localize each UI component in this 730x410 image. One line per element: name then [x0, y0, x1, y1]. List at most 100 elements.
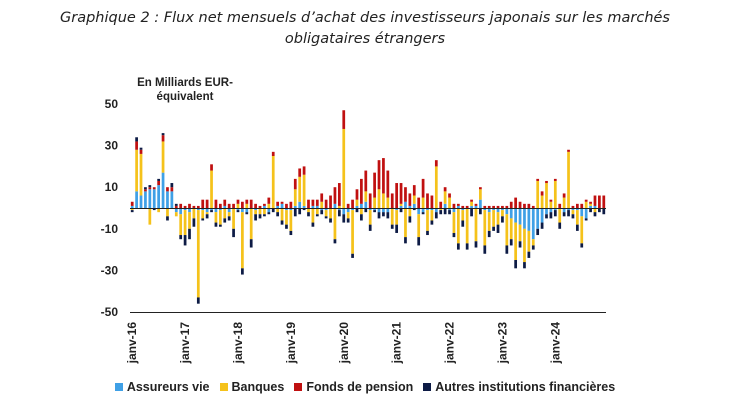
- bar-segment-fonds_pension: [161, 135, 165, 142]
- bar-segment-assureurs_vie: [589, 205, 592, 208]
- x-tick-label: janv-17: [178, 322, 192, 365]
- bar-segment-banques: [448, 197, 451, 208]
- bar-segment-banques: [575, 210, 579, 225]
- bar-segment-banques: [452, 212, 456, 233]
- x-tick-label: janv-19: [284, 322, 298, 365]
- x-tick-label: janv-20: [337, 322, 351, 365]
- bar-segment-fonds_pension: [355, 189, 359, 200]
- bar-segment-fonds_pension: [188, 203, 191, 208]
- bar-segment-fonds_pension: [157, 180, 161, 186]
- bar-segment-autres: [456, 243, 460, 250]
- bar-segment-banques: [514, 222, 518, 260]
- bar-segment-fonds_pension: [223, 199, 227, 206]
- bar-segment-banques: [307, 208, 310, 213]
- bar-segment-autres: [567, 210, 570, 217]
- bar-segment-assureurs_vie: [430, 208, 434, 211]
- bar-segment-fonds_pension: [302, 166, 306, 175]
- bar-segment-autres: [360, 214, 363, 221]
- bar-segment-fonds_pension: [298, 168, 302, 177]
- bar-segment-autres: [166, 216, 169, 221]
- bar-segment-autres: [342, 214, 346, 223]
- bar-segment-assureurs_vie: [509, 208, 513, 219]
- bar-segment-fonds_pension: [509, 201, 513, 208]
- bar-segment-banques: [192, 208, 196, 219]
- y-axis-label-line1: En Milliards EUR-: [137, 77, 233, 89]
- bar-segment-fonds_pension: [333, 187, 337, 204]
- bar-segment-autres: [245, 212, 249, 215]
- bar-segment-assureurs_vie: [245, 208, 249, 213]
- bar-segment-autres: [196, 297, 200, 304]
- bar-segment-assureurs_vie: [412, 203, 416, 208]
- bar-segment-autres: [558, 222, 562, 229]
- bar-segment-fonds_pension: [232, 203, 235, 208]
- bar-segment-fonds_pension: [452, 203, 456, 208]
- bar-segment-autres: [408, 216, 412, 223]
- bar-segment-fonds_pension: [377, 160, 381, 190]
- legend-swatch-fonds-pension: [294, 383, 303, 391]
- bar-segment-autres: [152, 208, 156, 211]
- bar-segment-fonds_pension: [245, 199, 249, 204]
- bar-segment-autres: [536, 228, 540, 236]
- bar-segment-assureurs_vie: [514, 208, 518, 223]
- bar-segment-autres: [285, 224, 288, 229]
- legend: Assureurs vie Banques Fonds de pension A…: [0, 378, 730, 396]
- bar-segment-autres: [293, 208, 297, 217]
- y-tick-label: 10: [105, 180, 119, 194]
- legend-item-autres: Autres institutions financières: [423, 380, 615, 394]
- bar-segment-autres: [399, 208, 403, 213]
- bar-segment-fonds_pension: [399, 183, 403, 204]
- bar-segment-fonds_pension: [408, 193, 412, 206]
- bar-segment-autres: [439, 210, 443, 215]
- bar-segment-fonds_pension: [174, 205, 178, 208]
- bar-segment-assureurs_vie: [364, 201, 368, 208]
- bar-segment-assureurs_vie: [355, 205, 359, 208]
- bar-segment-fonds_pension: [567, 149, 570, 152]
- bar-segment-autres: [571, 214, 575, 219]
- bar-segment-banques: [382, 193, 385, 208]
- bar-segment-fonds_pension: [496, 205, 500, 208]
- bar-segment-fonds_pension: [139, 149, 143, 154]
- bar-segment-autres: [271, 208, 275, 213]
- bar-segment-banques: [386, 197, 390, 208]
- bar-segment-autres: [144, 187, 147, 190]
- bar-segment-banques: [426, 210, 429, 231]
- legend-swatch-assureurs-vie: [114, 383, 123, 391]
- bar-segment-autres: [130, 210, 134, 213]
- bar-segment-autres: [404, 237, 407, 244]
- bar-segment-banques: [408, 208, 412, 217]
- bar-segment-autres: [540, 222, 544, 229]
- bar-segment-assureurs_vie: [540, 208, 544, 223]
- bar-segment-fonds_pension: [337, 183, 341, 206]
- y-tick-label: 50: [105, 97, 119, 111]
- bar-segment-fonds_pension: [382, 158, 385, 194]
- x-tick-label: janv-22: [443, 322, 457, 365]
- bar-segment-banques: [443, 191, 447, 204]
- bar-segment-assureurs_vie: [302, 205, 306, 208]
- bar-segment-banques: [584, 201, 588, 208]
- bar-segment-banques: [417, 214, 421, 238]
- bar-segment-assureurs_vie: [139, 195, 143, 208]
- bar-segment-assureurs_vie: [223, 205, 227, 208]
- bar-segment-fonds_pension: [531, 205, 535, 208]
- bar-segment-fonds_pension: [311, 199, 315, 206]
- bar-segment-autres: [461, 220, 465, 227]
- bar-segment-assureurs_vie: [342, 208, 346, 215]
- bar-segment-autres: [417, 237, 421, 246]
- bar-segment-autres: [364, 208, 368, 213]
- bar-segment-banques: [373, 197, 376, 208]
- bar-segment-assureurs_vie: [170, 191, 174, 208]
- bar-segment-banques: [205, 212, 209, 215]
- bar-segment-fonds_pension: [254, 203, 257, 208]
- bar-segment-fonds_pension: [430, 195, 434, 208]
- bar-segment-autres: [179, 235, 183, 240]
- bar-segment-banques: [421, 197, 425, 208]
- bar-segment-autres: [589, 208, 592, 213]
- bar-segment-autres: [382, 212, 385, 217]
- bar-segment-fonds_pension: [461, 205, 465, 208]
- y-tick-label: -10: [101, 222, 119, 236]
- bar-segment-autres: [593, 212, 597, 217]
- legend-item-fonds-pension: Fonds de pension: [294, 380, 413, 394]
- bar-segment-assureurs_vie: [483, 208, 487, 211]
- legend-label-autres: Autres institutions financières: [435, 380, 616, 394]
- bar-segment-autres: [575, 224, 579, 231]
